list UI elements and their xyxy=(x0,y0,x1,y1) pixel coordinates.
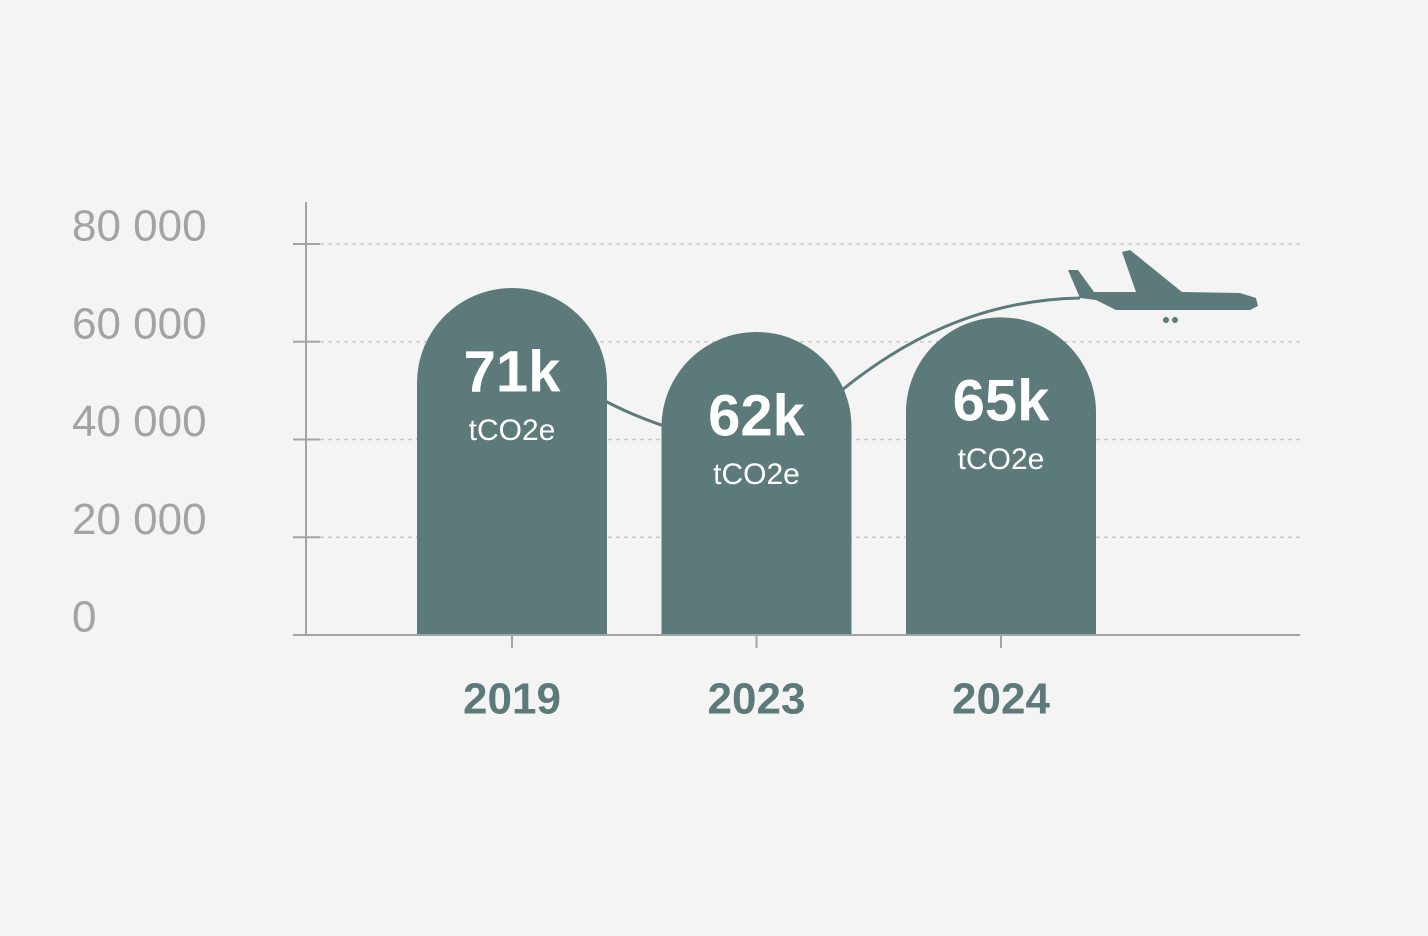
value-label: 65k xyxy=(953,369,1051,434)
bar xyxy=(661,331,852,635)
y-tick-label: 0 xyxy=(72,593,96,642)
value-unit: tCO2e xyxy=(469,414,556,447)
y-tick-label: 60 000 xyxy=(72,299,207,348)
bar-layer xyxy=(417,287,1096,635)
y-tick-label: 40 000 xyxy=(72,397,207,446)
airplane-wheel xyxy=(1172,317,1178,323)
value-label: 62k xyxy=(708,383,806,448)
value-label: 71k xyxy=(464,339,562,404)
bar xyxy=(906,317,1096,635)
x-tick-label: 2019 xyxy=(463,675,561,724)
value-unit: tCO2e xyxy=(958,443,1045,476)
y-tick-label: 20 000 xyxy=(72,495,207,544)
bar xyxy=(417,287,607,635)
y-tick-label: 80 000 xyxy=(72,202,207,251)
x-tick-label: 2023 xyxy=(708,675,806,724)
airplane-wheel xyxy=(1163,317,1169,323)
airplane-icon xyxy=(1068,250,1258,310)
x-tick-label: 2024 xyxy=(952,675,1050,724)
value-unit: tCO2e xyxy=(713,458,800,491)
